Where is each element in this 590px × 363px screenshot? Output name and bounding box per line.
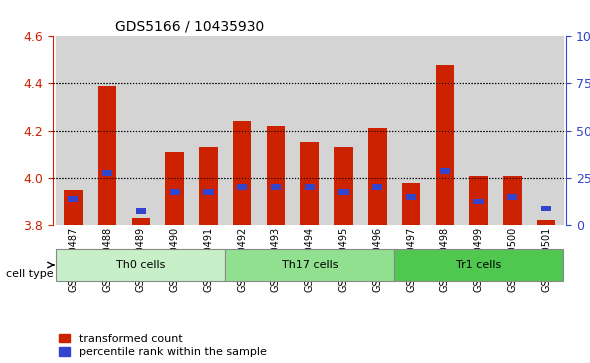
Bar bbox=[68, 196, 78, 202]
Bar bbox=[537, 220, 555, 225]
Bar bbox=[503, 176, 522, 225]
Bar bbox=[57, 36, 90, 225]
Bar bbox=[334, 147, 353, 225]
Bar bbox=[339, 189, 349, 195]
Bar bbox=[339, 189, 349, 195]
Bar bbox=[199, 147, 218, 225]
Bar bbox=[271, 184, 281, 190]
Bar bbox=[132, 218, 150, 225]
Bar bbox=[204, 189, 214, 195]
Bar bbox=[406, 194, 416, 200]
Text: GDS5166 / 10435930: GDS5166 / 10435930 bbox=[114, 20, 264, 34]
Bar bbox=[541, 205, 551, 212]
Bar bbox=[440, 168, 450, 174]
Bar bbox=[304, 184, 315, 190]
Bar bbox=[90, 36, 124, 225]
Bar bbox=[165, 152, 184, 225]
FancyBboxPatch shape bbox=[394, 249, 563, 281]
Bar bbox=[360, 36, 394, 225]
Bar bbox=[233, 121, 251, 225]
Bar bbox=[304, 184, 315, 190]
Bar bbox=[462, 36, 496, 225]
Bar bbox=[394, 36, 428, 225]
Bar bbox=[541, 205, 551, 212]
Bar bbox=[327, 36, 360, 225]
Bar bbox=[435, 65, 454, 225]
Text: Th17 cells: Th17 cells bbox=[281, 260, 338, 270]
Bar bbox=[469, 176, 488, 225]
Bar bbox=[136, 208, 146, 214]
FancyBboxPatch shape bbox=[57, 249, 225, 281]
Text: cell type: cell type bbox=[6, 269, 54, 279]
Bar bbox=[496, 36, 529, 225]
Bar bbox=[474, 199, 484, 204]
Bar bbox=[259, 36, 293, 225]
Bar bbox=[469, 176, 488, 225]
Bar bbox=[293, 36, 327, 225]
Bar bbox=[300, 142, 319, 225]
Text: Th0 cells: Th0 cells bbox=[116, 260, 166, 270]
Bar bbox=[132, 218, 150, 225]
Bar bbox=[334, 147, 353, 225]
Bar bbox=[267, 126, 286, 225]
Bar bbox=[372, 184, 382, 190]
Bar bbox=[237, 184, 247, 190]
Bar bbox=[300, 142, 319, 225]
Bar bbox=[165, 152, 184, 225]
Bar bbox=[402, 183, 420, 225]
Bar bbox=[98, 86, 116, 225]
Bar bbox=[136, 208, 146, 214]
Bar bbox=[435, 65, 454, 225]
Bar bbox=[102, 170, 112, 176]
Bar bbox=[169, 189, 180, 195]
Bar bbox=[204, 189, 214, 195]
Bar bbox=[406, 194, 416, 200]
Bar bbox=[368, 129, 386, 225]
FancyBboxPatch shape bbox=[225, 249, 394, 281]
Bar bbox=[102, 170, 112, 176]
Bar bbox=[503, 176, 522, 225]
Text: Tr1 cells: Tr1 cells bbox=[456, 260, 502, 270]
Bar bbox=[64, 189, 83, 225]
Bar bbox=[158, 36, 192, 225]
Bar bbox=[267, 126, 286, 225]
Bar bbox=[237, 184, 247, 190]
Bar bbox=[124, 36, 158, 225]
Bar bbox=[537, 220, 555, 225]
Bar bbox=[225, 36, 259, 225]
Legend: transformed count, percentile rank within the sample: transformed count, percentile rank withi… bbox=[58, 334, 267, 358]
Bar bbox=[64, 189, 83, 225]
Bar bbox=[271, 184, 281, 190]
Bar bbox=[372, 184, 382, 190]
Bar bbox=[402, 183, 420, 225]
Bar bbox=[68, 196, 78, 202]
Bar bbox=[507, 194, 517, 200]
Bar bbox=[199, 147, 218, 225]
Bar bbox=[507, 194, 517, 200]
Bar bbox=[529, 36, 563, 225]
Bar bbox=[440, 168, 450, 174]
Bar bbox=[428, 36, 462, 225]
Bar bbox=[192, 36, 225, 225]
Bar bbox=[169, 189, 180, 195]
Bar bbox=[233, 121, 251, 225]
Bar bbox=[98, 86, 116, 225]
Bar bbox=[368, 129, 386, 225]
Bar bbox=[474, 199, 484, 204]
